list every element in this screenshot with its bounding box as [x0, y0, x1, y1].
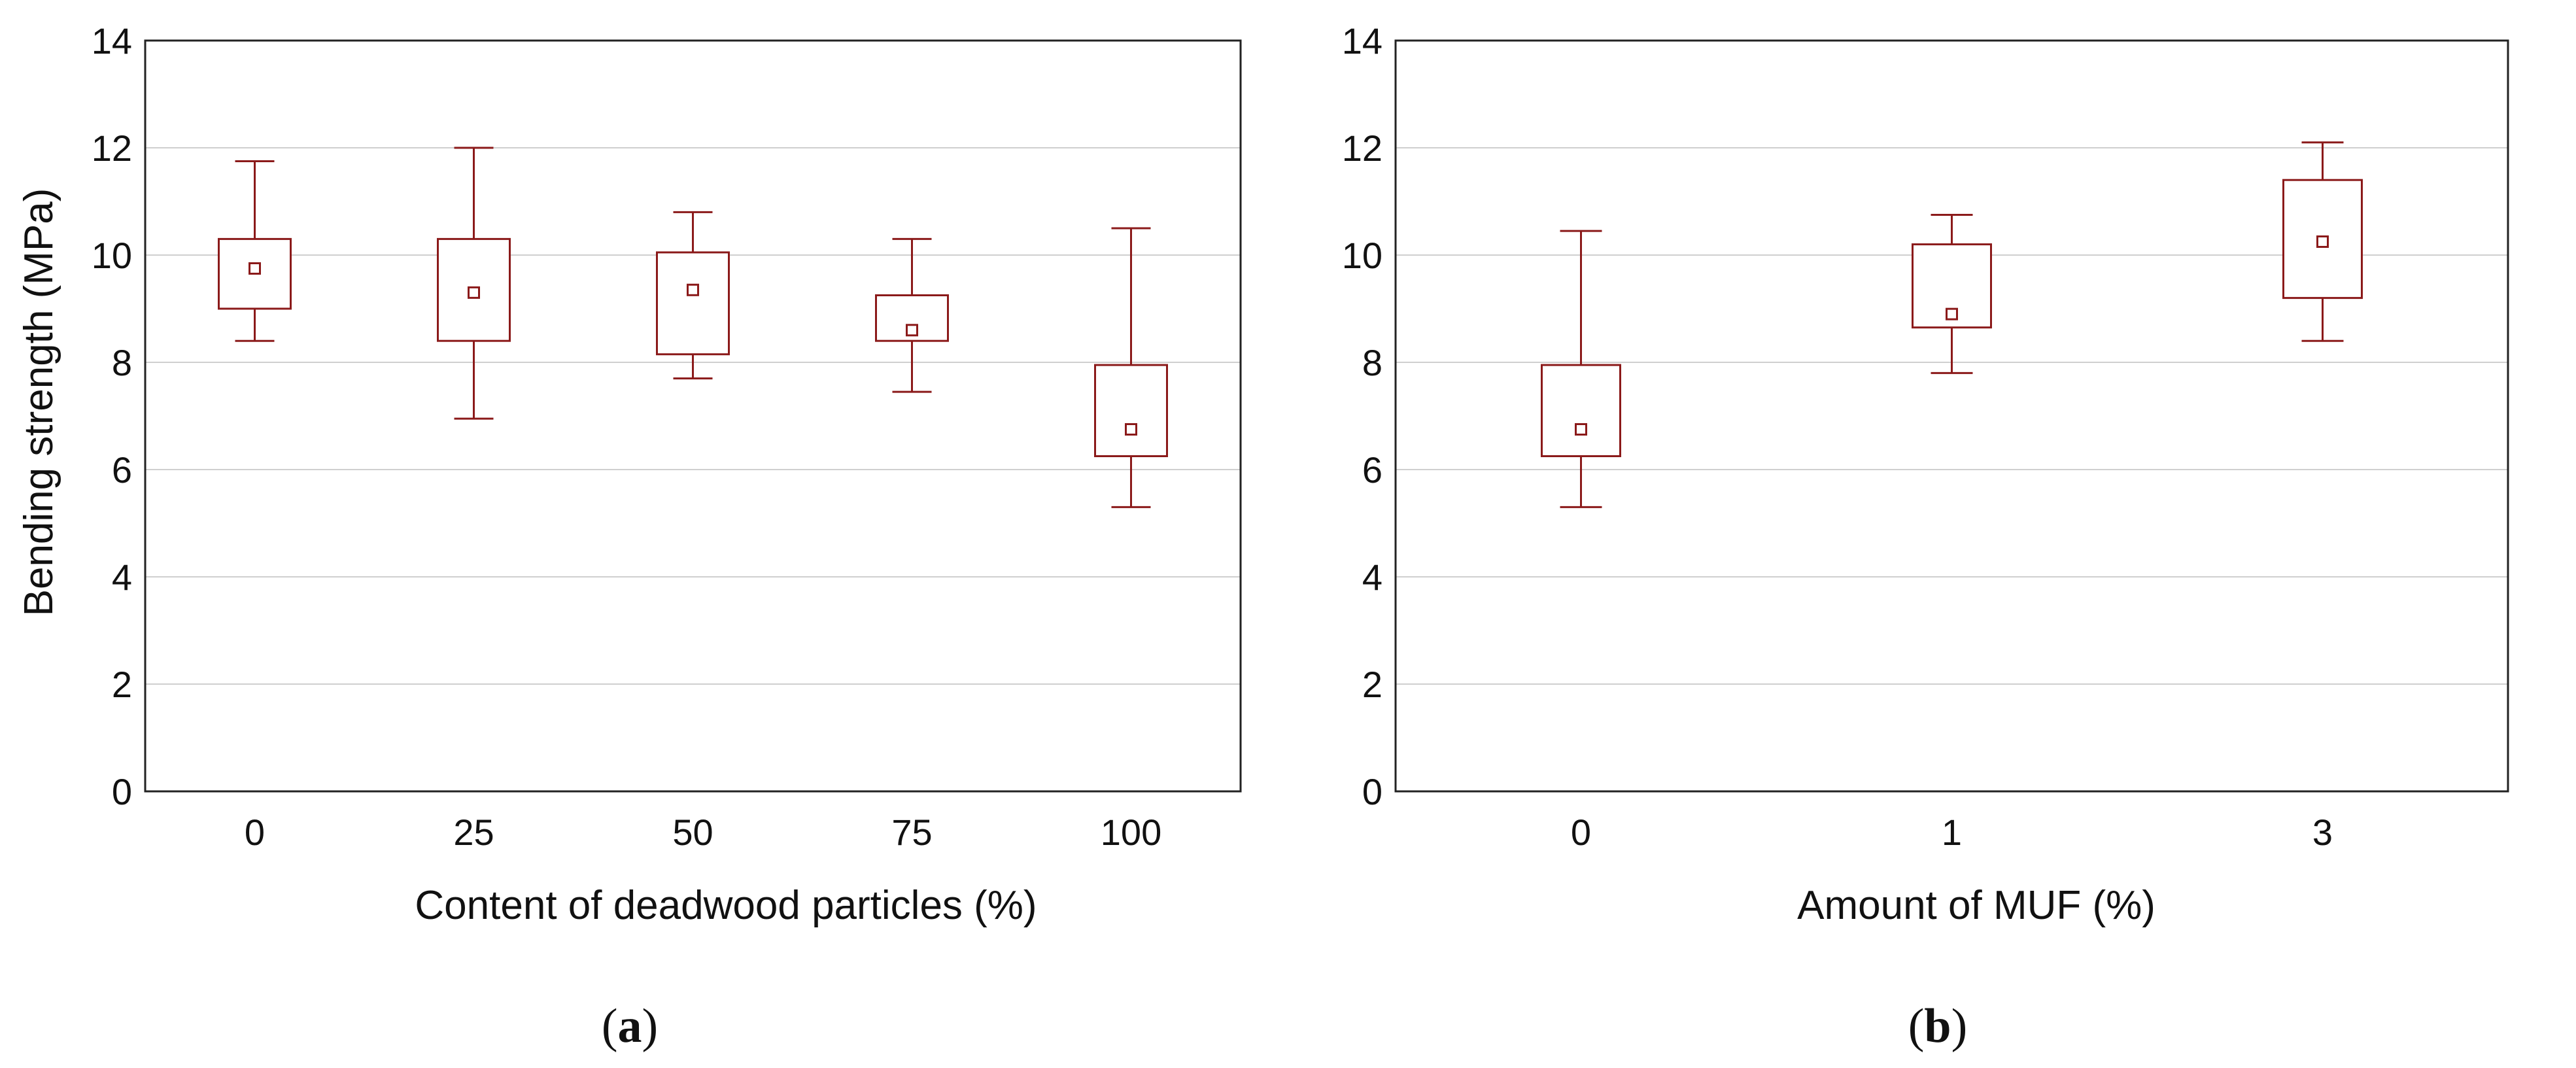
panel-letter: a	[618, 999, 642, 1053]
x-tick-label: 100	[1101, 812, 1161, 853]
center-marker	[2316, 235, 2329, 248]
x-tick-label: 0	[245, 812, 265, 853]
y-tick-label: 8	[112, 342, 132, 383]
x-axis-title: Content of deadwood particles (%)	[415, 883, 1037, 928]
box-1	[1912, 214, 1992, 374]
center-marker	[1575, 423, 1587, 436]
y-tick-label: 10	[92, 235, 132, 276]
panel-label-b: (b)	[1908, 999, 1967, 1053]
box-25	[437, 146, 511, 420]
y-tick-label: 4	[112, 557, 132, 598]
box-75	[875, 237, 949, 393]
x-axis-title: Amount of MUF (%)	[1797, 883, 2155, 928]
box-3	[2282, 141, 2363, 342]
x-tick-label: 3	[2312, 812, 2333, 853]
plot-frame	[1394, 39, 2509, 793]
x-tick-labels: 0 1 3	[1571, 812, 2333, 853]
y-tick-label: 12	[1342, 128, 1382, 169]
y-tick-label: 2	[1362, 664, 1382, 705]
center-marker	[1946, 307, 1958, 320]
x-tick-label: 50	[672, 812, 713, 853]
box-0	[1541, 230, 1621, 508]
x-tick-label: 25	[453, 812, 494, 853]
box-0	[218, 160, 292, 342]
x-tick-label: 0	[1571, 812, 1591, 853]
panel-letter: b	[1924, 999, 1951, 1053]
chart-panel-b: 0 2 4 6 8 10 12 14 0 1 3 Amount of MUF (%) (b)	[1342, 20, 2509, 1053]
center-marker	[249, 262, 261, 275]
center-marker	[687, 283, 699, 296]
y-tick-labels: 0 2 4 6 8 10 12 14	[92, 20, 132, 812]
box-series	[1541, 141, 2363, 508]
y-tick-label: 4	[1362, 557, 1382, 598]
y-tick-label: 8	[1362, 342, 1382, 383]
box-iqr	[1541, 364, 1621, 457]
box-50	[656, 211, 730, 380]
y-tick-label: 0	[1362, 771, 1382, 812]
box-100	[1094, 227, 1168, 508]
y-tick-label: 6	[1362, 449, 1382, 491]
panel-label-a: (a)	[602, 999, 658, 1053]
y-tick-label: 6	[112, 449, 132, 491]
x-tick-labels: 0 25 50 75 100	[245, 812, 1161, 853]
box-series	[218, 146, 1168, 508]
center-marker	[906, 324, 918, 337]
y-tick-label: 0	[112, 771, 132, 812]
y-tick-labels: 0 2 4 6 8 10 12 14	[1342, 20, 1382, 812]
center-marker	[468, 286, 480, 299]
box-iqr	[656, 251, 730, 356]
y-tick-label: 12	[92, 128, 132, 169]
chart-panel-a: 0 2 4 6 8 10 12 14 0 25 50 75 100 Bending strength …	[16, 20, 1242, 1053]
box-iqr	[1094, 364, 1168, 457]
x-tick-label: 1	[1942, 812, 1962, 853]
plot-frame	[144, 39, 1242, 793]
x-tick-label: 75	[891, 812, 932, 853]
y-axis-title: Bending strength (MPa)	[16, 188, 61, 617]
y-tick-label: 10	[1342, 235, 1382, 276]
y-tick-label: 2	[112, 664, 132, 705]
y-tick-label: 14	[92, 20, 132, 61]
center-marker	[1125, 423, 1137, 436]
y-tick-label: 14	[1342, 20, 1382, 61]
